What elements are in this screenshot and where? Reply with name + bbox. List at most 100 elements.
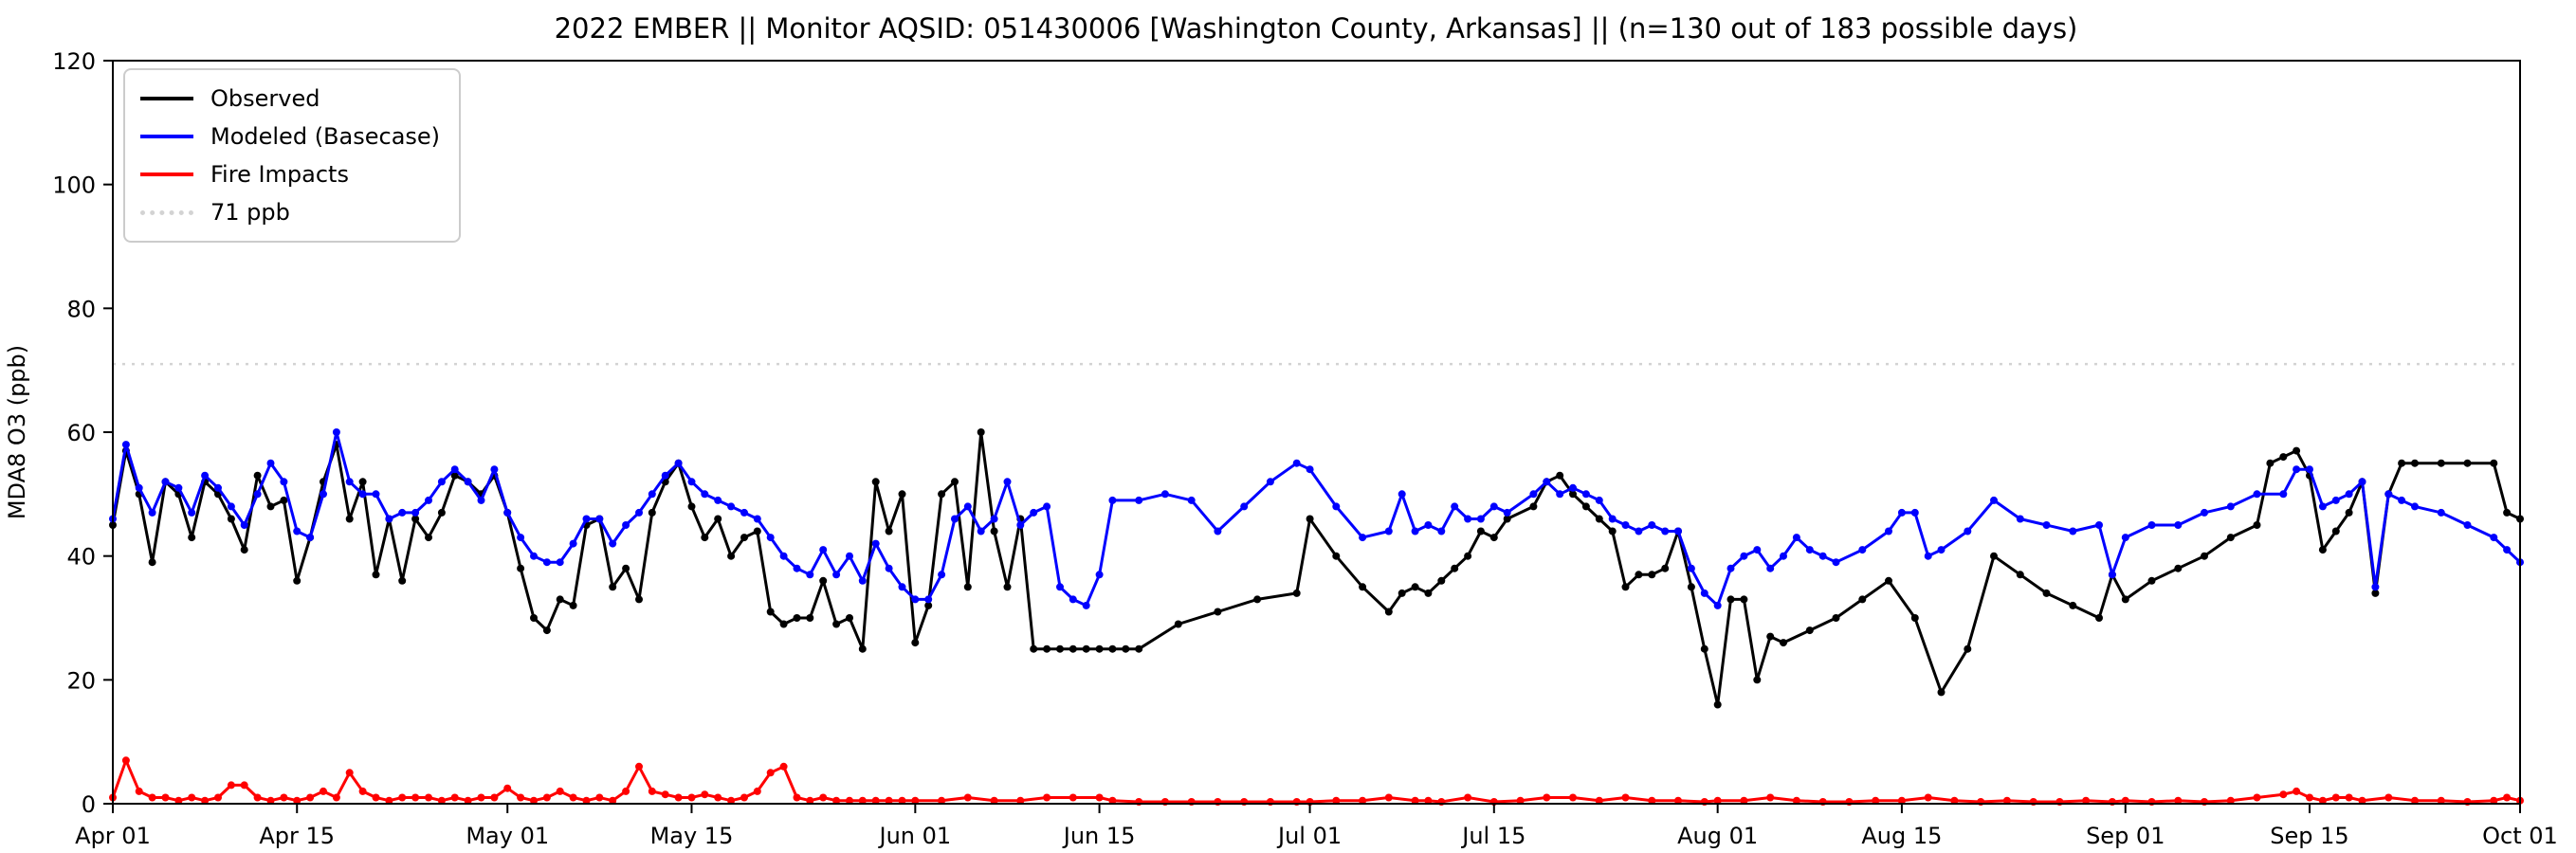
series-marker-modeled-basecase bbox=[240, 521, 248, 529]
series-marker-observed bbox=[1858, 595, 1867, 604]
series-marker-modeled-basecase bbox=[450, 465, 459, 474]
series-marker-observed bbox=[1964, 644, 1972, 653]
series-marker-fire-impacts bbox=[793, 793, 801, 802]
series-marker-fire-impacts bbox=[1648, 796, 1656, 805]
series-marker-modeled-basecase bbox=[477, 496, 485, 504]
series-marker-modeled-basecase bbox=[609, 539, 617, 548]
series-marker-observed bbox=[1464, 552, 1472, 560]
series-marker-modeled-basecase bbox=[898, 583, 906, 591]
series-marker-modeled-basecase bbox=[425, 496, 432, 504]
x-tick-label: Aug 15 bbox=[1861, 823, 1942, 849]
series-marker-observed bbox=[609, 583, 617, 591]
series-marker-observed bbox=[701, 534, 709, 542]
series-marker-fire-impacts bbox=[740, 793, 748, 802]
series-marker-modeled-basecase bbox=[1832, 558, 1840, 567]
series-marker-modeled-basecase bbox=[135, 483, 143, 492]
series-marker-observed bbox=[622, 564, 630, 572]
series-marker-modeled-basecase bbox=[2306, 465, 2313, 474]
series-marker-fire-impacts bbox=[832, 796, 841, 805]
series-marker-modeled-basecase bbox=[1292, 459, 1301, 467]
x-tick-label: Jun 01 bbox=[877, 823, 951, 849]
series-marker-observed bbox=[806, 614, 814, 622]
series-marker-fire-impacts bbox=[871, 796, 880, 805]
x-tick-label: Jul 15 bbox=[1460, 823, 1526, 849]
series-marker-modeled-basecase bbox=[1476, 515, 1485, 523]
series-marker-modeled-basecase bbox=[753, 515, 761, 523]
series-marker-observed bbox=[885, 527, 893, 535]
series-marker-observed bbox=[2266, 459, 2275, 467]
series-marker-modeled-basecase bbox=[779, 552, 788, 560]
x-tick-label: May 01 bbox=[466, 823, 549, 849]
series-marker-observed bbox=[2095, 614, 2103, 622]
series-marker-fire-impacts bbox=[398, 793, 407, 802]
series-marker-observed bbox=[740, 534, 748, 542]
series-marker-modeled-basecase bbox=[1056, 583, 1064, 591]
series-marker-observed bbox=[1043, 644, 1051, 653]
series-marker-fire-impacts bbox=[963, 793, 972, 802]
series-marker-modeled-basecase bbox=[1135, 496, 1143, 504]
series-marker-fire-impacts bbox=[1359, 796, 1367, 805]
series-marker-modeled-basecase bbox=[885, 564, 893, 572]
series-marker-fire-impacts bbox=[320, 787, 327, 795]
series-marker-fire-impacts bbox=[1595, 796, 1603, 805]
series-marker-fire-impacts bbox=[1016, 796, 1025, 805]
series-marker-modeled-basecase bbox=[556, 558, 564, 567]
series-marker-observed bbox=[345, 515, 354, 523]
series-marker-modeled-basecase bbox=[1897, 508, 1906, 517]
series-marker-fire-impacts bbox=[227, 781, 235, 789]
series-marker-fire-impacts bbox=[214, 793, 222, 802]
series-marker-observed bbox=[148, 558, 156, 567]
y-tick-label: 40 bbox=[66, 544, 96, 571]
series-marker-modeled-basecase bbox=[1543, 478, 1551, 486]
series-marker-modeled-basecase bbox=[1108, 496, 1117, 504]
series-marker-modeled-basecase bbox=[1398, 490, 1406, 499]
series-marker-observed bbox=[372, 571, 380, 579]
series-marker-fire-impacts bbox=[1766, 793, 1775, 802]
series-marker-modeled-basecase bbox=[858, 576, 867, 585]
x-tick-label: Sep 15 bbox=[2270, 823, 2348, 849]
series-marker-fire-impacts bbox=[2437, 796, 2445, 805]
series-marker-modeled-basecase bbox=[1700, 589, 1708, 597]
series-marker-observed bbox=[1700, 644, 1708, 653]
series-marker-observed bbox=[253, 471, 262, 480]
series-marker-observed bbox=[1489, 534, 1498, 542]
series-marker-observed bbox=[2147, 576, 2156, 585]
series-marker-fire-impacts bbox=[411, 793, 420, 802]
series-marker-observed bbox=[411, 515, 420, 523]
series-marker-modeled-basecase bbox=[1240, 502, 1249, 511]
series-marker-observed bbox=[358, 478, 367, 486]
series-marker-fire-impacts bbox=[2174, 796, 2183, 805]
series-marker-modeled-basecase bbox=[766, 534, 775, 542]
series-marker-modeled-basecase bbox=[963, 502, 972, 511]
legend-swatch-71-ppb bbox=[140, 209, 193, 215]
x-tick-label: Apr 01 bbox=[75, 823, 151, 849]
series-marker-modeled-basecase bbox=[687, 478, 696, 486]
series-marker-modeled-basecase bbox=[924, 595, 933, 604]
series-marker-modeled-basecase bbox=[188, 508, 196, 517]
series-marker-modeled-basecase bbox=[1214, 527, 1222, 535]
series-marker-fire-impacts bbox=[188, 793, 196, 802]
series-marker-modeled-basecase bbox=[2069, 527, 2077, 535]
series-marker-modeled-basecase bbox=[1990, 496, 1998, 504]
series-marker-modeled-basecase bbox=[148, 508, 156, 517]
series-marker-fire-impacts bbox=[990, 796, 998, 805]
series-marker-fire-impacts bbox=[595, 793, 604, 802]
series-marker-observed bbox=[2503, 508, 2512, 517]
series-marker-modeled-basecase bbox=[727, 502, 736, 511]
series-marker-observed bbox=[556, 595, 564, 604]
series-marker-fire-impacts bbox=[2345, 793, 2353, 802]
series-marker-observed bbox=[938, 490, 946, 499]
legend-label: Modeled (Basecase) bbox=[210, 123, 441, 150]
series-marker-observed bbox=[1384, 608, 1393, 616]
series-marker-modeled-basecase bbox=[569, 539, 577, 548]
series-marker-modeled-basecase bbox=[2095, 521, 2103, 529]
series-marker-fire-impacts bbox=[385, 796, 393, 805]
series-marker-observed bbox=[1687, 583, 1695, 591]
series-marker-fire-impacts bbox=[174, 796, 183, 805]
series-marker-fire-impacts bbox=[622, 787, 630, 795]
series-marker-modeled-basecase bbox=[530, 552, 538, 560]
x-tick-label: Apr 15 bbox=[259, 823, 335, 849]
series-marker-fire-impacts bbox=[582, 796, 591, 805]
series-marker-modeled-basecase bbox=[2490, 534, 2498, 542]
series-marker-fire-impacts bbox=[648, 787, 656, 795]
